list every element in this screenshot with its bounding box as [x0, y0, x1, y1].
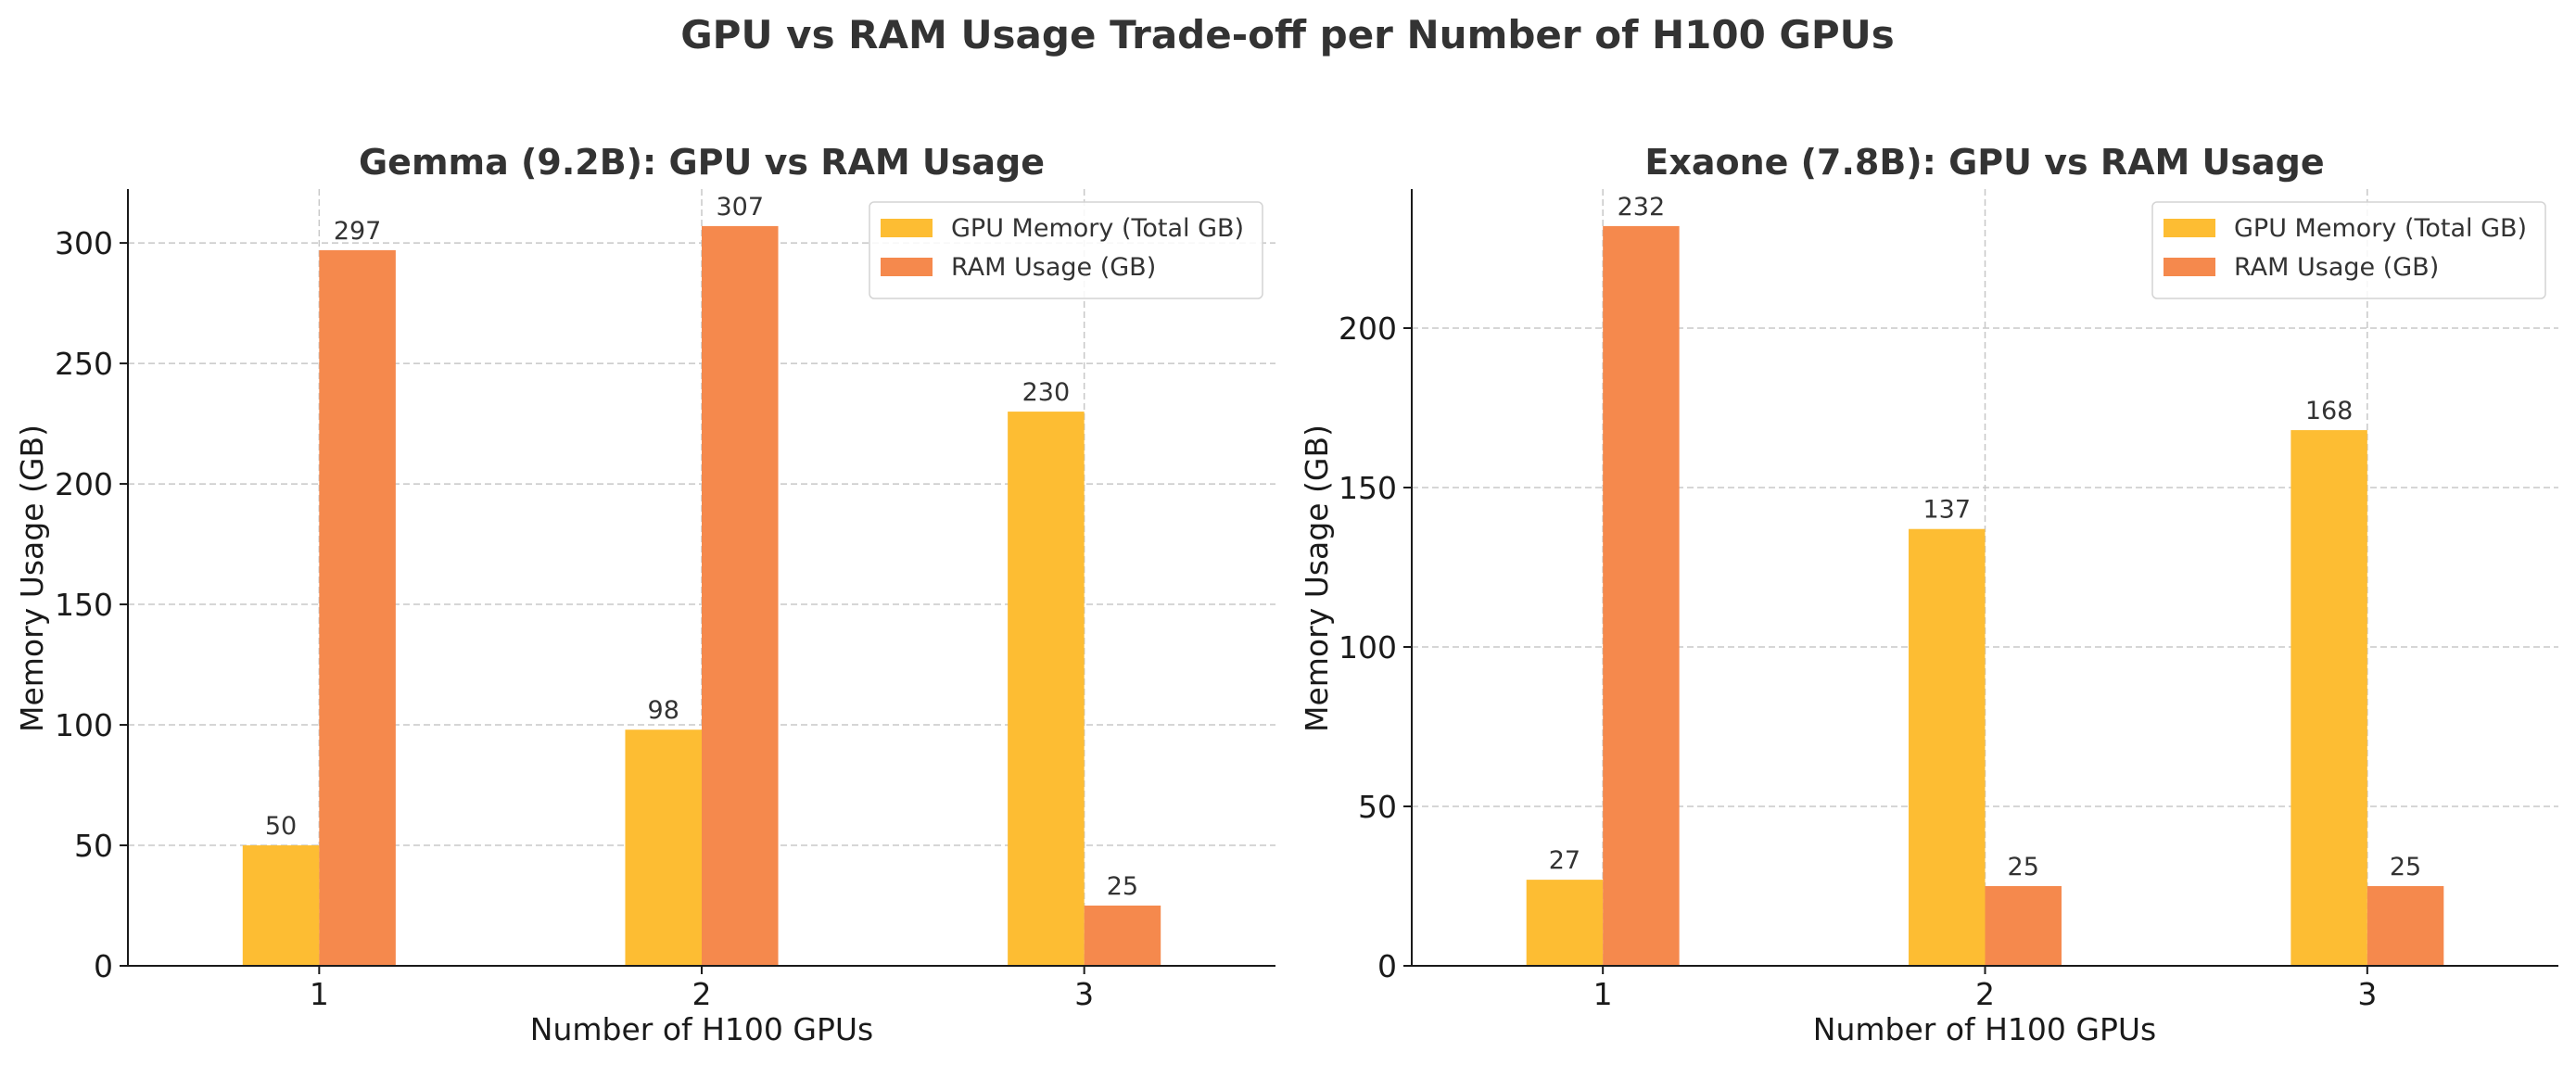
legend: GPU Memory (Total GB) RAM Usage (GB) [869, 201, 1263, 299]
ram-usage-bar[interactable] [702, 225, 779, 966]
gemma-chart-panel: Gemma (9.2B): GPU vs RAM Usage Number of… [14, 142, 1275, 1047]
data-label: 230 [1022, 378, 1071, 407]
ram-usage-bar[interactable] [2367, 885, 2444, 966]
gpu-memory-bar[interactable] [1526, 880, 1604, 966]
legend-label: GPU Memory (Total GB) [2234, 214, 2527, 243]
legend-label: RAM Usage (GB) [951, 253, 1156, 282]
gpu-memory-bar[interactable] [625, 729, 702, 966]
y-tick-label: 150 [55, 587, 113, 623]
y-axis-label: Memory Usage (GB) [1299, 425, 1335, 732]
ram-usage-bar[interactable] [319, 249, 396, 966]
y-tick-label: 50 [1358, 789, 1397, 825]
legend-swatch-gpu [2164, 219, 2215, 237]
ram-usage-bar[interactable] [1084, 906, 1161, 966]
legend-swatch-ram [881, 258, 933, 276]
gpu-memory-bar[interactable] [2290, 430, 2367, 966]
y-tick-label: 300 [55, 225, 113, 261]
chart-title: Exaone (7.8B): GPU vs RAM Usage [1644, 142, 2324, 183]
x-axis-label: Number of H100 GPUs [530, 1011, 873, 1047]
legend-label: RAM Usage (GB) [2234, 253, 2439, 282]
x-tick-label: 1 [1593, 976, 1613, 1012]
y-tick-label: 0 [1377, 948, 1397, 984]
data-label: 25 [1107, 872, 1138, 901]
y-axis-label: Memory Usage (GB) [14, 425, 50, 732]
y-tick-label: 50 [74, 828, 113, 864]
data-label: 297 [334, 217, 382, 246]
data-label: 27 [1549, 846, 1580, 875]
y-tick-label: 200 [1339, 311, 1397, 347]
figure-title: GPU vs RAM Usage Trade-off per Number of… [680, 12, 1895, 57]
x-tick-label: 3 [1074, 976, 1094, 1012]
gpu-memory-bar[interactable] [1008, 412, 1085, 966]
y-tick-label: 0 [94, 948, 113, 984]
legend-label: GPU Memory (Total GB) [951, 214, 1244, 243]
data-label: 307 [716, 193, 764, 222]
data-label: 232 [1618, 193, 1666, 222]
data-label: 25 [2008, 853, 2039, 881]
gpu-memory-bar[interactable] [242, 845, 320, 966]
x-tick-label: 2 [692, 976, 712, 1012]
legend: GPU Memory (Total GB) RAM Usage (GB) [2151, 201, 2546, 299]
y-tick-label: 250 [55, 346, 113, 382]
ram-usage-bar[interactable] [1985, 885, 2062, 966]
data-label: 98 [648, 696, 679, 725]
legend-swatch-ram [2164, 258, 2215, 276]
ram-usage-bar[interactable] [1603, 225, 1680, 966]
data-label: 25 [2390, 853, 2421, 881]
y-tick-label: 100 [55, 707, 113, 743]
x-axis-label: Number of H100 GPUs [1813, 1011, 2156, 1047]
data-label: 50 [265, 812, 297, 841]
legend-box [2151, 201, 2546, 299]
legend-swatch-gpu [881, 219, 933, 237]
x-tick-label: 1 [310, 976, 329, 1012]
x-tick-label: 3 [2357, 976, 2377, 1012]
gpu-memory-bar[interactable] [1909, 528, 1986, 966]
x-tick-label: 2 [1975, 976, 1995, 1012]
y-tick-label: 200 [55, 466, 113, 502]
chart-title: Gemma (9.2B): GPU vs RAM Usage [359, 142, 1045, 183]
data-label: 168 [2305, 397, 2354, 425]
y-tick-label: 100 [1339, 629, 1397, 666]
y-tick-label: 150 [1339, 470, 1397, 506]
legend-box [869, 201, 1263, 299]
exaone-chart-panel: Exaone (7.8B): GPU vs RAM Usage Number o… [1299, 142, 2558, 1047]
data-label: 137 [1922, 496, 1971, 525]
